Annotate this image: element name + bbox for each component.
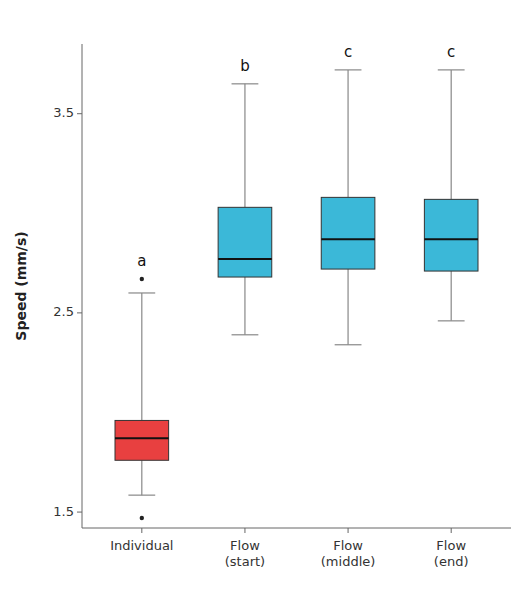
whisker-high [347, 70, 348, 197]
median [321, 238, 375, 240]
box [218, 207, 272, 277]
cap-high [438, 69, 465, 70]
chart: 1.52.53.5Speed (mm/s)IndividualFlow(star… [0, 0, 527, 600]
x-axis-line [82, 528, 511, 529]
cap-high [335, 69, 362, 70]
median [115, 437, 169, 439]
x-tick-label-line: (middle) [321, 554, 376, 569]
cap-low [335, 344, 362, 345]
x-tick-label: Flow(start) [225, 538, 265, 569]
y-tick-label: 1.5 [53, 504, 74, 519]
x-tick [141, 528, 142, 533]
x-tick-label-line: Flow [436, 538, 466, 553]
significance-label: c [344, 43, 352, 61]
box [321, 197, 375, 269]
cap-low [128, 495, 155, 496]
cap-low [232, 334, 259, 335]
median [424, 238, 478, 240]
whisker-low [347, 269, 348, 345]
whisker-high [451, 70, 452, 199]
x-tick [451, 528, 452, 533]
x-tick-label-line: Flow [230, 538, 260, 553]
x-tick-label-line: Flow [333, 538, 363, 553]
significance-label: a [137, 252, 146, 270]
significance-label: b [240, 57, 250, 75]
x-tick-label-line: (end) [434, 554, 469, 569]
x-tick-label: Flow(middle) [321, 538, 376, 569]
flier [140, 277, 144, 281]
x-tick [244, 528, 245, 533]
x-tick [348, 528, 349, 533]
boxes [115, 70, 478, 520]
whisker-high [141, 293, 142, 420]
significance-label: c [447, 43, 455, 61]
box [424, 199, 478, 271]
y-tick-label: 3.5 [53, 105, 74, 120]
flier [140, 516, 144, 520]
box [115, 420, 169, 460]
x-tick-label-line: (start) [225, 554, 265, 569]
y-axis-line [82, 44, 83, 528]
x-tick-label: Individual [110, 538, 173, 553]
cap-high [128, 292, 155, 293]
whisker-low [451, 271, 452, 321]
y-tick-label: 2.5 [53, 304, 74, 319]
x-tick-label: Flow(end) [434, 538, 469, 569]
cap-low [438, 320, 465, 321]
y-tick [77, 113, 82, 114]
whisker-low [141, 460, 142, 495]
y-axis-label: Speed (mm/s) [13, 231, 29, 340]
y-tick [77, 312, 82, 313]
whisker-high [244, 84, 245, 207]
cap-high [232, 83, 259, 84]
whisker-low [244, 277, 245, 335]
median [218, 258, 272, 260]
y-tick [77, 512, 82, 513]
x-tick-label-line: Individual [110, 538, 173, 553]
